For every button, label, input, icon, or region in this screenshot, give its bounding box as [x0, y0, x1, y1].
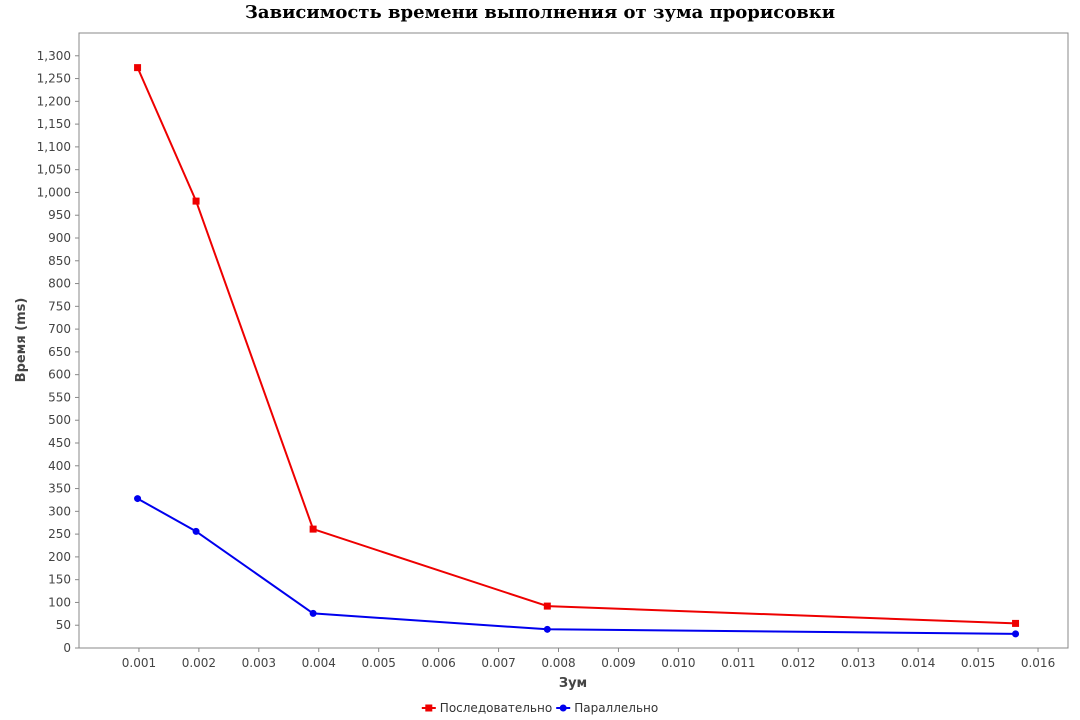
- x-tick-label: 0.003: [242, 656, 276, 670]
- y-tick-label: 100: [48, 595, 71, 609]
- x-tick-label: 0.011: [721, 656, 755, 670]
- y-tick-label: 700: [48, 322, 71, 336]
- x-axis: 0.001 0.002 0.003 0.004 0.005 0.006 0.007 0.008…: [122, 648, 1055, 670]
- y-axis: 0 50 100 150 200 250 300 350 400 450 500 550 600 650 7…: [37, 49, 79, 655]
- x-tick-label: 0.010: [661, 656, 695, 670]
- y-tick-label: 0: [63, 641, 71, 655]
- legend-item: Параллельно: [556, 701, 658, 715]
- x-tick-label: 0.005: [362, 656, 396, 670]
- y-tick-label: 600: [48, 368, 71, 382]
- x-tick-label: 0.016: [1021, 656, 1055, 670]
- data-point: [134, 495, 142, 503]
- x-axis-label: Зум: [559, 676, 587, 691]
- legend-item: Последовательно: [421, 701, 552, 715]
- data-point: [309, 525, 317, 533]
- legend: Последовательно Параллельно: [421, 701, 658, 715]
- series-2: [134, 495, 1020, 638]
- y-tick-label: 200: [48, 550, 71, 564]
- y-tick-label: 550: [48, 390, 71, 404]
- y-tick-label: 750: [48, 299, 71, 313]
- x-tick-label: 0.001: [122, 656, 156, 670]
- y-tick-label: 500: [48, 413, 71, 427]
- y-tick-label: 1,200: [37, 94, 71, 108]
- y-tick-label: 300: [48, 504, 71, 518]
- data-point: [309, 609, 317, 617]
- data-point: [1012, 619, 1020, 627]
- legend-label: Параллельно: [574, 701, 658, 715]
- data-point: [134, 64, 142, 72]
- y-tick-label: 50: [56, 618, 71, 632]
- y-tick-label: 400: [48, 459, 71, 473]
- legend-swatch-marker: [425, 704, 433, 712]
- data-point: [1012, 630, 1020, 638]
- chart-title: Зависимость времени выполнения от зума п…: [245, 2, 835, 23]
- data-point: [192, 197, 200, 205]
- x-tick-label: 0.008: [541, 656, 575, 670]
- y-tick-label: 350: [48, 482, 71, 496]
- data-point: [192, 527, 200, 535]
- y-tick-label: 800: [48, 277, 71, 291]
- x-tick-label: 0.004: [302, 656, 336, 670]
- legend-label: Последовательно: [440, 701, 552, 715]
- y-tick-label: 850: [48, 254, 71, 268]
- x-tick-label: 0.002: [182, 656, 216, 670]
- y-tick-label: 150: [48, 573, 71, 587]
- data-point: [543, 602, 551, 610]
- y-tick-label: 1,300: [37, 49, 71, 63]
- y-tick-label: 1,000: [37, 185, 71, 199]
- y-tick-label: 650: [48, 345, 71, 359]
- y-tick-label: 450: [48, 436, 71, 450]
- y-tick-label: 950: [48, 208, 71, 222]
- y-tick-label: 1,150: [37, 117, 71, 131]
- x-tick-label: 0.007: [481, 656, 515, 670]
- data-point: [543, 625, 551, 633]
- x-tick-label: 0.013: [841, 656, 875, 670]
- x-tick-label: 0.014: [901, 656, 935, 670]
- x-tick-label: 0.009: [601, 656, 635, 670]
- series-1: [134, 64, 1020, 627]
- x-tick-label: 0.012: [781, 656, 815, 670]
- y-tick-label: 900: [48, 231, 71, 245]
- plot-area: [78, 32, 1069, 649]
- x-tick-label: 0.015: [961, 656, 995, 670]
- y-tick-label: 1,050: [37, 163, 71, 177]
- series-layer: [134, 64, 1020, 638]
- y-tick-label: 1,250: [37, 72, 71, 86]
- legend-swatch-marker: [559, 704, 567, 712]
- y-axis-label: Время (ms): [14, 298, 29, 383]
- y-tick-label: 1,100: [37, 140, 71, 154]
- y-tick-label: 250: [48, 527, 71, 541]
- x-tick-label: 0.006: [421, 656, 455, 670]
